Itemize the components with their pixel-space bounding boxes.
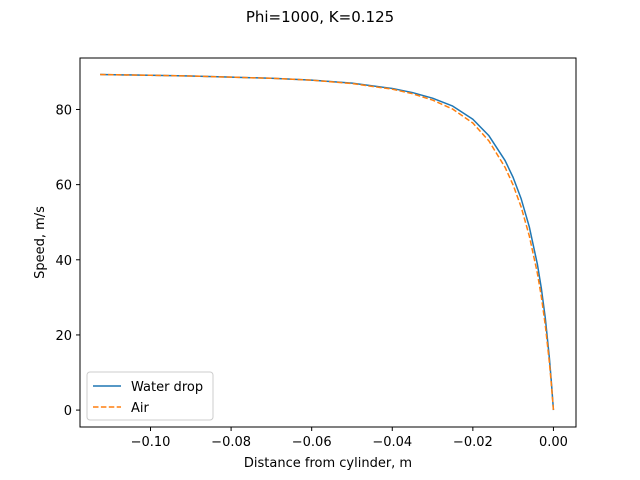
- axes-frame: [79, 57, 577, 428]
- y-tick-label: 40: [55, 254, 72, 269]
- y-tick-label: 20: [55, 329, 72, 344]
- legend: Water drop Air: [86, 371, 214, 421]
- x-tick-label: −0.10: [131, 435, 171, 450]
- legend-box: [86, 371, 214, 421]
- x-tick-label: 0.00: [539, 435, 568, 450]
- x-axis-label: Distance from cylinder, m: [244, 456, 412, 471]
- series-line-water-drop: [100, 73, 555, 411]
- legend-label-air: Air: [131, 401, 150, 416]
- y-tick-label: 0: [64, 404, 72, 419]
- x-tick-label: −0.06: [292, 435, 332, 450]
- plot-area: −0.10 −0.08 −0.06 −0.04 −0.02 0.00 0 20 40 60 80: [55, 57, 577, 450]
- y-axis-ticks: 0 20 40 60 80: [55, 103, 80, 419]
- x-axis-ticks: −0.10 −0.08 −0.06 −0.04 −0.02 0.00: [131, 427, 568, 450]
- legend-label-water-drop: Water drop: [131, 380, 203, 395]
- series-layer: [100, 73, 555, 411]
- series-line-air: [100, 73, 555, 411]
- y-tick-label: 60: [55, 179, 72, 194]
- x-tick-label: −0.04: [372, 435, 412, 450]
- y-tick-label: 80: [55, 103, 72, 118]
- chart-title: Phi=1000, K=0.125: [246, 8, 394, 26]
- x-tick-label: −0.08: [211, 435, 251, 450]
- x-tick-label: −0.02: [453, 435, 493, 450]
- y-axis-label: Speed, m/s: [33, 206, 48, 279]
